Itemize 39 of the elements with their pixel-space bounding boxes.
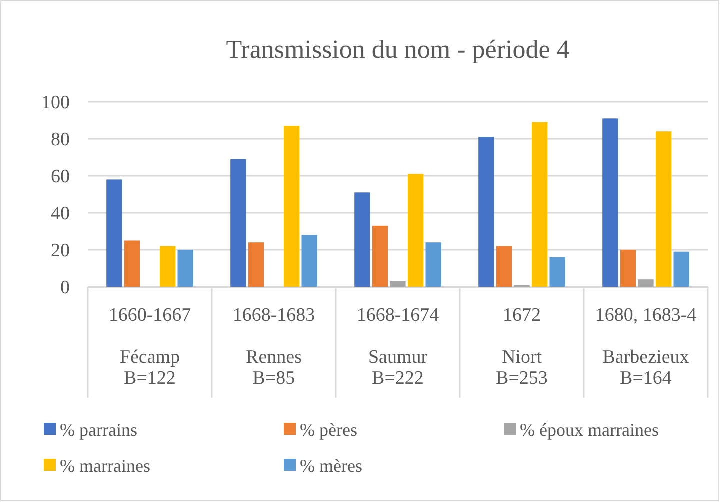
bar xyxy=(390,281,406,287)
x-tick-label: 1668-1683 Rennes B=85 xyxy=(232,305,316,389)
y-tick-label: 60 xyxy=(51,166,70,188)
bar xyxy=(656,132,672,287)
y-tick-label: 20 xyxy=(51,240,70,262)
bar xyxy=(532,122,548,287)
bar xyxy=(620,250,636,287)
legend-label: % marraines xyxy=(60,456,150,476)
bar xyxy=(284,126,300,287)
bar xyxy=(106,180,122,287)
bar xyxy=(408,174,424,287)
legend-label: % pères xyxy=(300,420,358,440)
y-tick-label: 80 xyxy=(51,130,70,151)
legend-label: % mères xyxy=(300,456,362,476)
x-tick-label: 1672 Niort B=253 xyxy=(496,305,548,389)
bar xyxy=(638,280,654,287)
chart-title: Transmission du nom - période 4 xyxy=(226,35,570,64)
bar xyxy=(550,257,566,287)
bar xyxy=(124,240,140,287)
bar xyxy=(354,192,370,287)
y-tick-label: 0 xyxy=(60,278,70,299)
bar xyxy=(426,242,442,287)
bar xyxy=(496,246,512,287)
x-tick-label: 1680, 1683-4 Barbezieux B=164 xyxy=(595,305,698,389)
bar xyxy=(478,137,494,287)
bar xyxy=(248,242,264,287)
bar xyxy=(178,250,194,287)
bar xyxy=(302,235,318,287)
legend-label: % parrains xyxy=(60,420,138,440)
y-tick-label: 100 xyxy=(42,92,70,114)
bar xyxy=(674,252,690,287)
bar xyxy=(230,159,246,287)
bar xyxy=(372,226,388,287)
x-tick-label: 1660-1667 Fécamp B=122 xyxy=(108,305,192,389)
x-tick-label: 1668-1674 Saumur B=222 xyxy=(356,305,440,389)
legend-label: % époux marraines xyxy=(520,420,659,440)
bar xyxy=(160,246,176,287)
y-tick-label: 40 xyxy=(51,204,70,225)
bar xyxy=(602,118,618,287)
